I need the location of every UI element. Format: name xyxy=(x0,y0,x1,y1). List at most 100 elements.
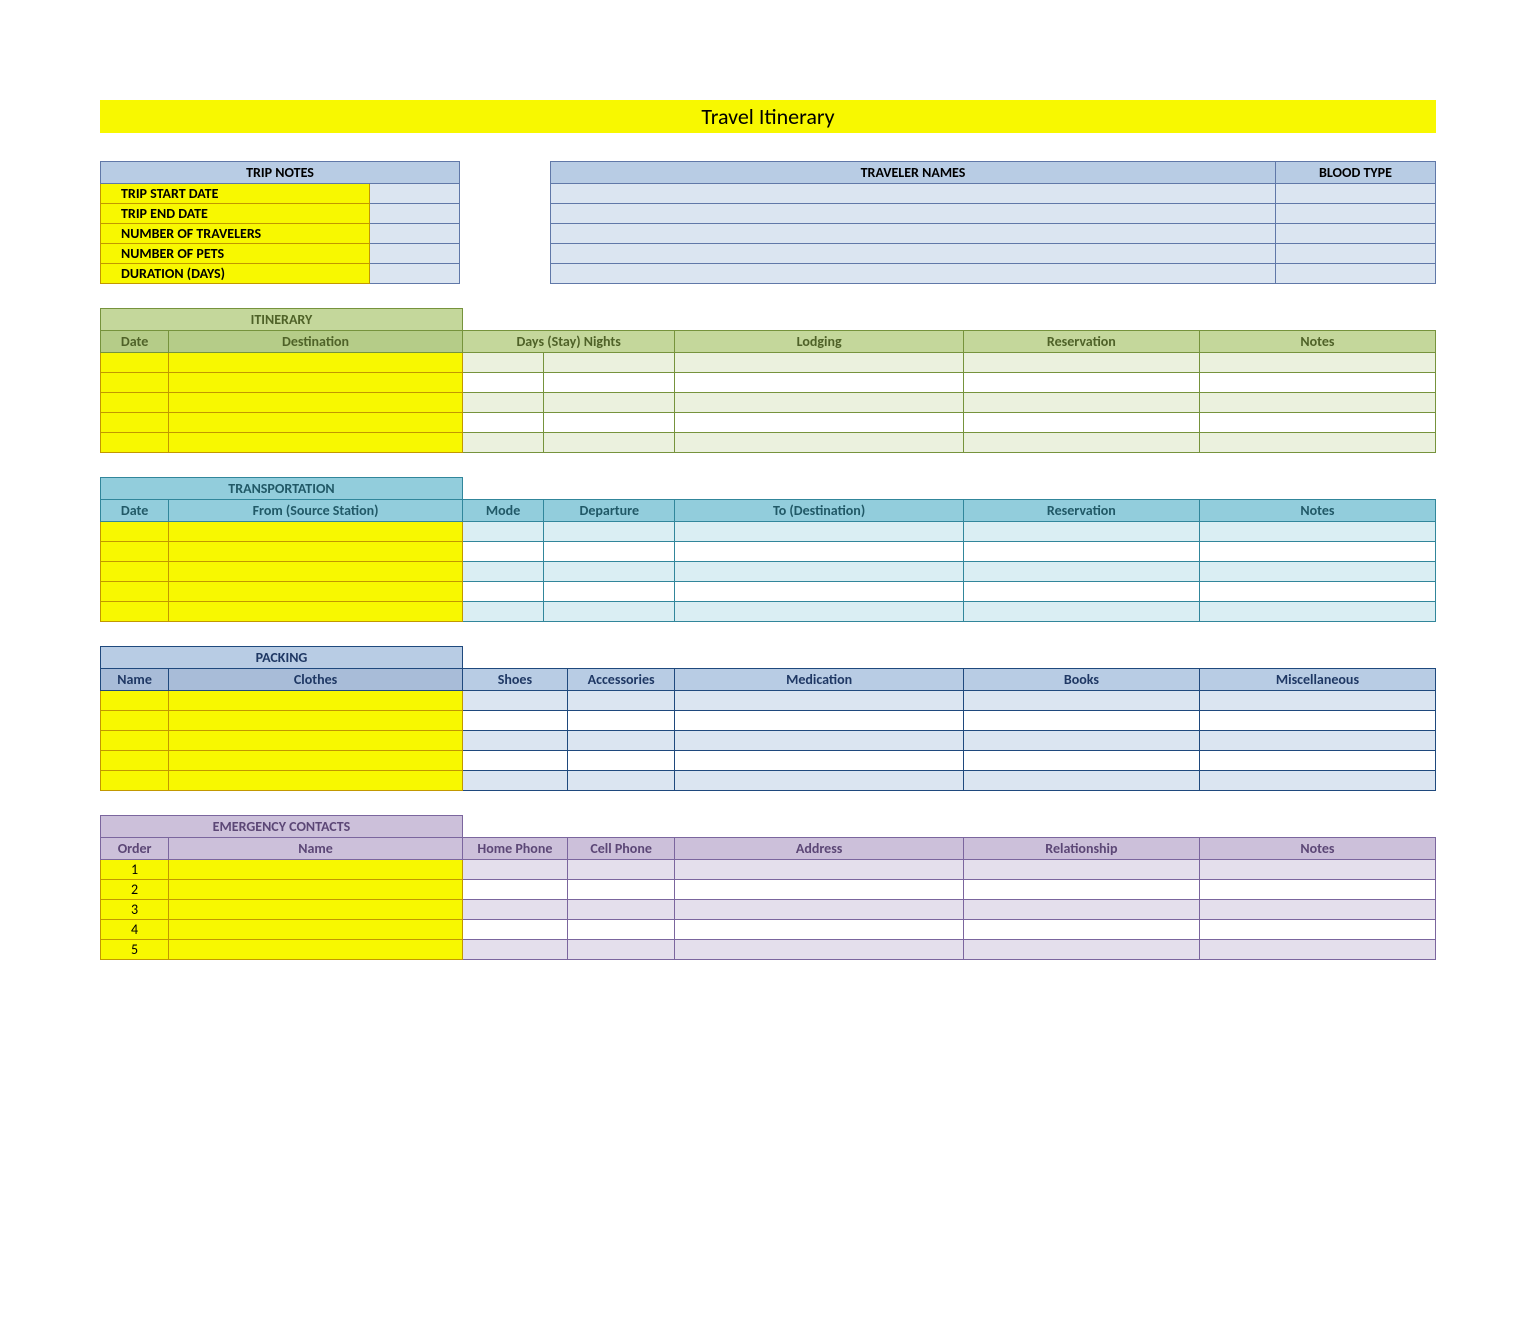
row-value-cell[interactable] xyxy=(675,602,964,622)
row-value-cell[interactable] xyxy=(963,373,1199,393)
row-value-cell[interactable] xyxy=(963,542,1199,562)
row-value-cell[interactable] xyxy=(462,582,543,602)
row-value-cell[interactable] xyxy=(462,691,567,711)
row-key-cell[interactable] xyxy=(169,771,463,791)
row-value-cell[interactable] xyxy=(963,353,1199,373)
row-value-cell[interactable] xyxy=(1199,920,1435,940)
row-key-cell[interactable] xyxy=(169,353,463,373)
row-key-cell[interactable] xyxy=(101,602,169,622)
row-value-cell[interactable] xyxy=(567,711,675,731)
row-value-cell[interactable] xyxy=(963,940,1199,960)
row-key-cell[interactable] xyxy=(101,582,169,602)
row-value-cell[interactable] xyxy=(963,711,1199,731)
traveler-name-cell[interactable] xyxy=(551,244,1276,264)
row-value-cell[interactable] xyxy=(1199,691,1435,711)
traveler-name-cell[interactable] xyxy=(551,264,1276,284)
blood-type-cell[interactable] xyxy=(1276,204,1436,224)
row-key-cell[interactable] xyxy=(169,522,463,542)
row-key-cell[interactable] xyxy=(101,731,169,751)
row-value-cell[interactable] xyxy=(1199,373,1435,393)
row-key-cell[interactable] xyxy=(101,393,169,413)
trip-notes-value[interactable] xyxy=(370,224,460,244)
row-value-cell[interactable] xyxy=(675,731,964,751)
row-value-cell[interactable] xyxy=(675,562,964,582)
row-value-cell[interactable] xyxy=(1199,413,1435,433)
row-value-cell[interactable] xyxy=(675,433,964,453)
row-value-cell[interactable] xyxy=(963,433,1199,453)
row-value-cell[interactable] xyxy=(462,920,567,940)
row-key-cell[interactable] xyxy=(169,582,463,602)
row-value-cell[interactable] xyxy=(1199,542,1435,562)
row-value-cell[interactable] xyxy=(963,771,1199,791)
row-value-cell[interactable] xyxy=(675,353,964,373)
row-key-cell[interactable] xyxy=(101,771,169,791)
row-value-cell[interactable] xyxy=(963,691,1199,711)
row-key-cell[interactable] xyxy=(169,393,463,413)
row-value-cell[interactable] xyxy=(544,562,675,582)
row-value-cell[interactable] xyxy=(675,393,964,413)
row-key-cell[interactable] xyxy=(169,731,463,751)
row-value-cell[interactable] xyxy=(462,602,543,622)
row-key-cell[interactable] xyxy=(169,711,463,731)
row-value-cell[interactable] xyxy=(675,582,964,602)
row-value-cell[interactable] xyxy=(462,731,567,751)
row-value-cell[interactable] xyxy=(675,691,964,711)
row-value-cell[interactable] xyxy=(1199,711,1435,731)
row-value-cell[interactable] xyxy=(567,731,675,751)
row-key-cell[interactable] xyxy=(101,373,169,393)
row-key-cell[interactable] xyxy=(101,691,169,711)
row-key-cell[interactable] xyxy=(101,751,169,771)
row-key-cell[interactable] xyxy=(101,433,169,453)
row-key-cell[interactable] xyxy=(169,373,463,393)
trip-notes-value[interactable] xyxy=(370,264,460,284)
trip-notes-value[interactable] xyxy=(370,204,460,224)
row-value-cell[interactable] xyxy=(1199,562,1435,582)
row-value-cell[interactable] xyxy=(462,880,567,900)
row-value-cell[interactable] xyxy=(675,940,964,960)
row-value-cell[interactable] xyxy=(462,771,567,791)
row-value-cell[interactable] xyxy=(544,542,675,562)
row-value-cell[interactable] xyxy=(462,900,567,920)
row-value-cell[interactable] xyxy=(544,433,675,453)
row-value-cell[interactable] xyxy=(567,920,675,940)
row-value-cell[interactable] xyxy=(462,711,567,731)
row-value-cell[interactable] xyxy=(963,880,1199,900)
row-value-cell[interactable] xyxy=(462,433,543,453)
row-value-cell[interactable] xyxy=(544,582,675,602)
row-value-cell[interactable] xyxy=(1199,900,1435,920)
row-value-cell[interactable] xyxy=(1199,860,1435,880)
row-value-cell[interactable] xyxy=(544,353,675,373)
row-value-cell[interactable] xyxy=(963,900,1199,920)
row-value-cell[interactable] xyxy=(1199,393,1435,413)
row-value-cell[interactable] xyxy=(567,771,675,791)
row-value-cell[interactable] xyxy=(462,562,543,582)
row-key-cell[interactable] xyxy=(169,880,463,900)
row-value-cell[interactable] xyxy=(1199,522,1435,542)
row-value-cell[interactable] xyxy=(675,373,964,393)
row-value-cell[interactable] xyxy=(1199,602,1435,622)
row-value-cell[interactable] xyxy=(462,542,543,562)
row-value-cell[interactable] xyxy=(1199,751,1435,771)
traveler-name-cell[interactable] xyxy=(551,184,1276,204)
blood-type-cell[interactable] xyxy=(1276,184,1436,204)
row-key-cell[interactable] xyxy=(101,353,169,373)
row-value-cell[interactable] xyxy=(544,393,675,413)
row-value-cell[interactable] xyxy=(675,860,964,880)
row-value-cell[interactable] xyxy=(567,940,675,960)
row-value-cell[interactable] xyxy=(675,920,964,940)
row-key-cell[interactable] xyxy=(169,920,463,940)
blood-type-cell[interactable] xyxy=(1276,244,1436,264)
row-value-cell[interactable] xyxy=(675,711,964,731)
row-value-cell[interactable] xyxy=(462,751,567,771)
row-key-cell[interactable] xyxy=(169,691,463,711)
row-key-cell[interactable] xyxy=(101,542,169,562)
row-key-cell[interactable] xyxy=(169,542,463,562)
row-key-cell[interactable] xyxy=(169,900,463,920)
blood-type-cell[interactable] xyxy=(1276,264,1436,284)
row-value-cell[interactable] xyxy=(963,522,1199,542)
row-key-cell[interactable] xyxy=(101,711,169,731)
row-value-cell[interactable] xyxy=(963,413,1199,433)
row-value-cell[interactable] xyxy=(544,413,675,433)
row-value-cell[interactable] xyxy=(1199,582,1435,602)
row-value-cell[interactable] xyxy=(1199,880,1435,900)
